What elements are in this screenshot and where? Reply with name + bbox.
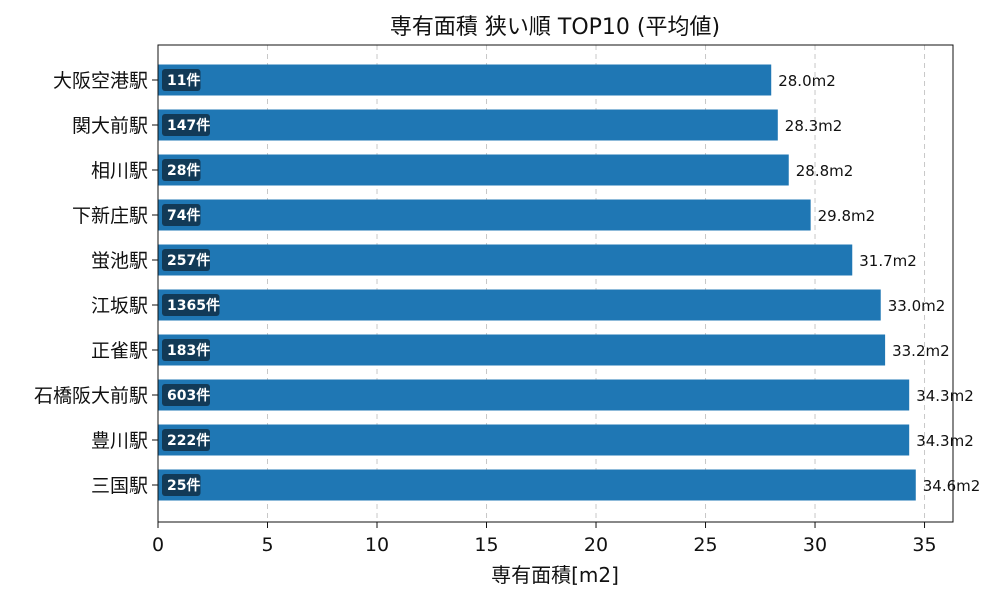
- bar: [158, 109, 778, 141]
- count-badge: [162, 69, 201, 91]
- value-label: 34.3m2: [916, 432, 974, 450]
- x-tick-label: 25: [693, 534, 717, 556]
- count-label: 1365件: [167, 297, 220, 314]
- category-label: 蛍池駅: [91, 250, 148, 272]
- category-label: 江坂駅: [91, 295, 148, 317]
- count-badge: [162, 474, 201, 496]
- value-label: 28.8m2: [796, 162, 854, 180]
- value-label: 28.3m2: [785, 117, 843, 135]
- count-badge: [162, 384, 210, 406]
- count-badge: [162, 204, 201, 226]
- x-tick-label: 15: [474, 534, 498, 556]
- x-tick-label: 10: [365, 534, 389, 556]
- value-label: 33.2m2: [892, 342, 950, 360]
- count-label: 147件: [167, 117, 210, 134]
- category-label: 三国駅: [91, 475, 148, 497]
- count-label: 74件: [167, 207, 200, 224]
- count-badge: [162, 159, 201, 181]
- x-tick-label: 30: [803, 534, 827, 556]
- count-label: 257件: [167, 252, 210, 269]
- bar: [158, 379, 910, 411]
- x-tick-label: 35: [912, 534, 936, 556]
- count-label: 28件: [167, 162, 200, 179]
- category-label: 豊川駅: [91, 430, 148, 452]
- x-tick-label: 0: [152, 534, 164, 556]
- value-label: 34.6m2: [923, 477, 981, 495]
- bar: [158, 199, 811, 231]
- bar: [158, 154, 789, 186]
- chart-title: 専有面積 狭い順 TOP10 (平均値): [390, 15, 720, 40]
- category-label: 石橋阪大前駅: [34, 385, 148, 407]
- bars: [158, 64, 916, 501]
- bar: [158, 289, 881, 321]
- count-label: 183件: [167, 342, 210, 359]
- count-label: 222件: [167, 432, 210, 449]
- x-axis-ticks: 0 5 10 15 20 25 30 35: [152, 79, 937, 556]
- count-label: 603件: [167, 387, 210, 404]
- category-label: 関大前駅: [72, 115, 148, 137]
- bar: [158, 244, 853, 276]
- value-label: 34.3m2: [916, 387, 974, 405]
- value-label: 29.8m2: [818, 207, 876, 225]
- plot-frame: [157, 44, 954, 523]
- x-axis-label: 専有面積[m2]: [491, 563, 619, 587]
- bar: [158, 334, 886, 366]
- category-label: 下新庄駅: [72, 205, 148, 227]
- bar: [158, 64, 772, 96]
- count-badge: [162, 339, 210, 361]
- count-label: 11件: [167, 72, 200, 89]
- value-label: 28.0m2: [778, 72, 836, 90]
- bar: [158, 469, 916, 501]
- value-label: 31.7m2: [859, 252, 917, 270]
- value-label: 33.0m2: [888, 297, 946, 315]
- count-badge: [162, 249, 210, 271]
- category-label: 正雀駅: [91, 340, 148, 362]
- count-badge: [162, 114, 210, 136]
- x-tick-label: 5: [261, 534, 273, 556]
- category-label: 大阪空港駅: [53, 70, 148, 92]
- count-badge: [162, 294, 220, 316]
- x-tick-label: 20: [584, 534, 608, 556]
- count-label: 25件: [167, 477, 200, 494]
- bar: [158, 424, 910, 456]
- category-label: 相川駅: [91, 160, 148, 182]
- count-badge: [162, 429, 210, 451]
